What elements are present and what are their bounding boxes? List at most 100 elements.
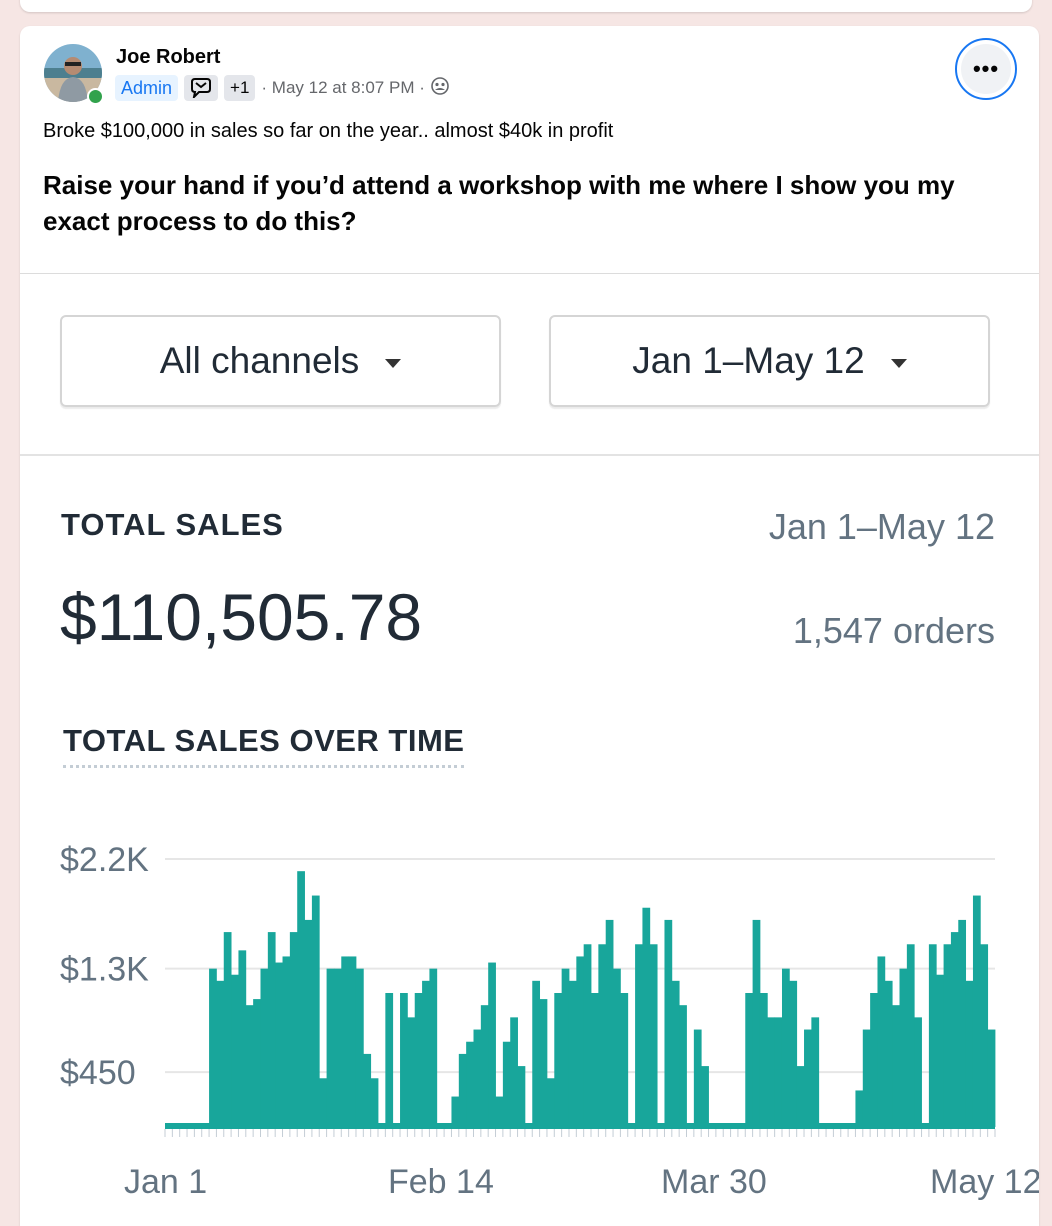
chart-bar bbox=[605, 919, 614, 1127]
date-filter-dropdown[interactable]: Jan 1–May 12 bbox=[549, 315, 990, 407]
chart-bar bbox=[796, 1066, 805, 1127]
chart-bar bbox=[671, 980, 680, 1127]
chart-bar bbox=[473, 1029, 482, 1127]
x-tick-label: Jan 1 bbox=[124, 1163, 207, 1201]
chart-bar bbox=[341, 956, 350, 1127]
x-tick-label: Mar 30 bbox=[661, 1163, 767, 1201]
chart-bar bbox=[370, 1078, 379, 1127]
post-text-headline: Raise your hand if you’d attend a worksh… bbox=[43, 170, 955, 236]
chart-bar bbox=[429, 968, 438, 1127]
chart-bar bbox=[267, 932, 276, 1127]
x-tick-label: May 12 bbox=[930, 1163, 1039, 1201]
chart-bar bbox=[568, 980, 577, 1127]
chart-bar bbox=[400, 993, 408, 1127]
chart-bar bbox=[987, 1029, 996, 1127]
extra-badges-count[interactable]: +1 bbox=[224, 75, 256, 101]
chart-bar bbox=[877, 956, 886, 1127]
chart-bar bbox=[223, 932, 232, 1127]
chart-bar bbox=[517, 1066, 526, 1127]
chart-bar bbox=[804, 1029, 812, 1127]
chart-bar bbox=[936, 974, 944, 1127]
chart-bar bbox=[216, 980, 225, 1127]
chart-bar bbox=[502, 1041, 511, 1127]
chart-bar bbox=[789, 980, 798, 1127]
chart-bar bbox=[781, 968, 790, 1127]
chart-bar bbox=[767, 1017, 776, 1127]
chart-bar bbox=[333, 968, 342, 1127]
chart-bar bbox=[958, 919, 967, 1127]
chart-bar bbox=[774, 1017, 783, 1127]
chart-bar bbox=[532, 980, 541, 1127]
chart-bar bbox=[950, 932, 959, 1127]
chart-bar bbox=[664, 919, 673, 1127]
chart-bar bbox=[355, 968, 364, 1127]
chart-bar bbox=[253, 999, 261, 1127]
chart-bar bbox=[811, 1017, 820, 1127]
channel-filter-dropdown[interactable]: All channels bbox=[60, 315, 501, 407]
chevron-down-icon bbox=[385, 358, 402, 368]
group-audience-icon bbox=[431, 76, 449, 100]
chart-bar bbox=[238, 950, 247, 1127]
y-tick-label: $1.3K bbox=[60, 951, 149, 989]
chart-bar bbox=[561, 968, 570, 1127]
chart-bar bbox=[451, 1096, 460, 1127]
chart-bar bbox=[480, 1005, 489, 1127]
admin-badge-icon[interactable] bbox=[184, 75, 219, 101]
date-filter-label: Jan 1–May 12 bbox=[632, 340, 865, 381]
chart-bar bbox=[245, 1005, 254, 1127]
chart-baseline bbox=[165, 1123, 995, 1129]
chart-bar bbox=[620, 993, 629, 1127]
chart-bar bbox=[591, 993, 599, 1127]
chart-bar bbox=[289, 932, 298, 1127]
more-options-button[interactable]: ••• bbox=[955, 38, 1017, 100]
chart-bar bbox=[275, 962, 283, 1127]
post-text-line: Broke $100,000 in sales so far on the ye… bbox=[43, 120, 614, 142]
post-timestamp[interactable]: · May 12 at 8:07 PM · bbox=[261, 78, 425, 97]
total-sales-label: TOTAL SALES bbox=[61, 507, 284, 542]
chart-bar bbox=[870, 993, 878, 1127]
y-tick-label: $450 bbox=[60, 1054, 136, 1092]
chart-bar bbox=[679, 1005, 687, 1127]
y-tick-label: $2.2K bbox=[60, 841, 149, 879]
chart-bar bbox=[488, 962, 496, 1127]
chart-bar bbox=[906, 944, 915, 1127]
chart-bar bbox=[642, 907, 651, 1127]
chart-title: TOTAL SALES OVER TIME bbox=[63, 723, 465, 768]
x-tick-label: Feb 14 bbox=[388, 1163, 494, 1201]
chart-bar bbox=[745, 993, 754, 1127]
chart-bar bbox=[635, 944, 643, 1127]
chart-bar bbox=[407, 1017, 416, 1127]
chart-bar bbox=[598, 944, 607, 1127]
chart-bar bbox=[914, 1017, 922, 1127]
sales-bar-chart: $2.2K $1.3K $450 Jan 1 Feb 14 Mar 30 May 12 bbox=[60, 841, 1039, 1201]
chart-bar bbox=[466, 1041, 474, 1127]
channel-filter-label: All channels bbox=[159, 340, 360, 381]
chart-bar bbox=[304, 919, 313, 1127]
orders-count: 1,547 orders bbox=[792, 610, 995, 651]
chart-bar bbox=[311, 895, 320, 1127]
chart-bar bbox=[884, 980, 893, 1127]
chart-bar bbox=[385, 993, 394, 1127]
chart-bar bbox=[414, 993, 423, 1127]
divider bbox=[20, 454, 1039, 456]
admin-badge[interactable]: Admin bbox=[115, 75, 179, 101]
previous-post-card bbox=[20, 0, 1032, 12]
chart-bar bbox=[539, 999, 548, 1127]
total-sales-value: $110,505.78 bbox=[60, 580, 423, 654]
chart-bar bbox=[693, 1029, 702, 1127]
chart-bar bbox=[510, 1017, 518, 1127]
post-image-sales-report[interactable]: All channels Jan 1–May 12 TOTAL SALES Ja… bbox=[20, 273, 1039, 1226]
chart-bar bbox=[326, 968, 335, 1127]
chart-bar bbox=[892, 1005, 900, 1127]
chart-bar bbox=[319, 1078, 327, 1127]
author-name[interactable]: Joe Robert bbox=[116, 46, 221, 68]
chart-bar bbox=[943, 944, 952, 1127]
total-sales-range: Jan 1–May 12 bbox=[768, 506, 995, 547]
chart-bar bbox=[297, 871, 305, 1127]
chart-bar bbox=[649, 944, 658, 1127]
chart-bar bbox=[928, 944, 937, 1127]
chart-bar bbox=[209, 968, 217, 1127]
chart-bar bbox=[752, 919, 761, 1127]
chart-bar bbox=[855, 1090, 864, 1127]
author-avatar[interactable] bbox=[44, 44, 102, 102]
